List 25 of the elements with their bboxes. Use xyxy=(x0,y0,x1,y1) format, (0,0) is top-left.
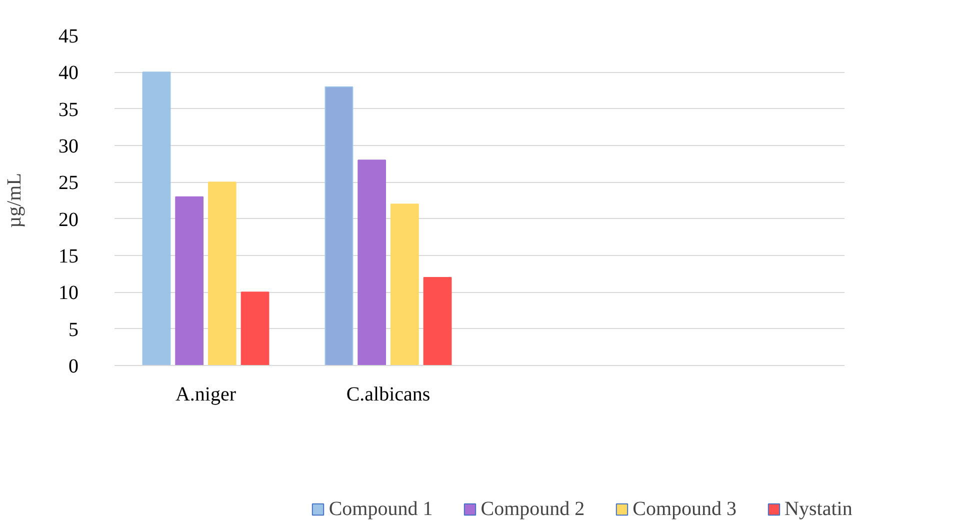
x-tick-label: A.niger xyxy=(175,384,236,406)
legend-label: Compound 1 xyxy=(328,498,433,520)
legend-label: Nystatin xyxy=(784,498,852,520)
legend-label: Compound 2 xyxy=(480,498,585,520)
x-tick-label: C.albicans xyxy=(346,384,430,406)
bar xyxy=(208,182,236,366)
bar xyxy=(358,160,386,366)
y-tick-label: 35 xyxy=(58,98,78,121)
bar xyxy=(240,292,270,366)
bar xyxy=(324,86,354,366)
y-tick-label: 10 xyxy=(58,282,78,304)
bar xyxy=(175,196,204,366)
y-tick-label: 5 xyxy=(68,318,78,341)
bar xyxy=(390,204,419,366)
y-axis-title: µg/mL xyxy=(4,173,26,228)
y-tick-label: 25 xyxy=(58,172,78,194)
bar xyxy=(423,277,452,366)
bar xyxy=(142,72,171,366)
y-tick-label: 20 xyxy=(58,208,78,231)
y-tick-label: 45 xyxy=(58,26,78,48)
y-tick-label: 30 xyxy=(58,136,78,158)
y-tick-label: 15 xyxy=(58,246,78,268)
y-tick-label: 40 xyxy=(58,62,78,84)
y-tick-label: 0 xyxy=(68,356,78,378)
legend-label: Compound 3 xyxy=(632,498,737,520)
